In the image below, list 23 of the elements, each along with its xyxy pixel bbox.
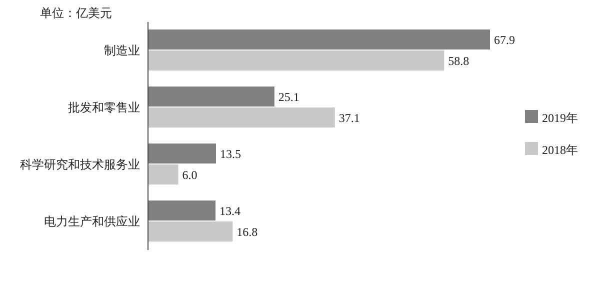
bar <box>148 222 233 242</box>
bar <box>148 86 274 106</box>
bar <box>148 50 444 70</box>
bar <box>148 108 335 128</box>
data-label: 58.8 <box>448 54 470 68</box>
bar <box>148 30 490 50</box>
bar <box>148 200 216 220</box>
data-label: 16.8 <box>236 225 258 239</box>
y-tick-label: 电力生产和供应业 <box>44 214 140 228</box>
y-axis-title: 单位：亿美元 <box>40 6 112 20</box>
bar <box>148 164 178 184</box>
bar <box>148 144 216 164</box>
data-label: 13.4 <box>219 204 240 218</box>
y-tick-label: 批发和零售业 <box>68 100 140 114</box>
data-label: 67.9 <box>494 33 515 47</box>
data-label: 25.1 <box>278 90 300 104</box>
data-label: 37.1 <box>338 111 360 125</box>
data-label: 13.5 <box>220 147 241 161</box>
legend-label: 2019年 <box>542 111 578 125</box>
y-tick-label: 科学研究和技术服务业 <box>20 158 140 172</box>
y-tick-label: 制造业 <box>104 44 140 58</box>
data-label: 6.0 <box>182 168 198 182</box>
legend-label: 2018年 <box>542 143 578 157</box>
